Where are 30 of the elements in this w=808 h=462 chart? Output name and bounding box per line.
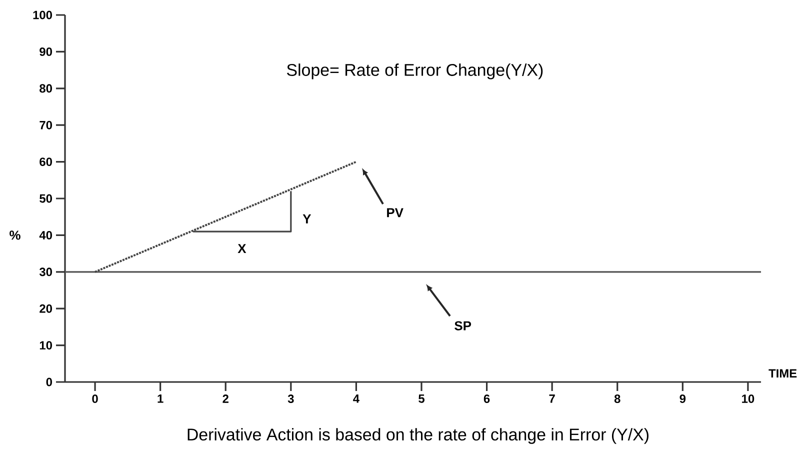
x-tick-label: 8	[614, 394, 620, 403]
x-tick-label: 3	[288, 394, 294, 404]
y-tick-label: 90	[40, 47, 52, 56]
annotation: Y	[302, 214, 312, 224]
x-tick-label: 10	[742, 394, 754, 403]
text: Slope= Rate of Error Change(Y/X)	[286, 64, 543, 80]
y-tick-label: 60	[40, 158, 52, 166]
y-tick-label: 100	[33, 10, 52, 20]
annotation: SP	[454, 321, 472, 330]
y-axis-title: %	[10, 230, 20, 240]
annotation: PV	[387, 208, 404, 218]
y-tick-label: 0	[46, 378, 52, 386]
y-tick-label: 80	[40, 84, 52, 93]
y-tick-label: 50	[40, 194, 52, 203]
x-axis-title: TIME	[768, 369, 797, 378]
x-tick-label: 0	[92, 394, 98, 403]
annotation: X	[238, 244, 246, 253]
x-tick-label: 4	[353, 394, 360, 403]
y-tick-label: 20	[40, 304, 52, 313]
x-tick-label: 2	[222, 394, 228, 403]
x-tick-label: 9	[680, 394, 686, 403]
x-tick-label: 5	[418, 394, 424, 403]
y-tick-label: 30	[39, 268, 52, 276]
y-tick-label: 70	[40, 120, 52, 130]
x-tick-label: 7	[549, 394, 555, 403]
x-tick-label: 1	[158, 394, 164, 403]
text: Derivative Action is based on the rate of change in Error (Y/X)	[188, 428, 648, 444]
x-tick-label: 6	[484, 394, 490, 403]
y-tick-label: 40	[39, 230, 52, 240]
y-tick-label: 10	[40, 341, 52, 350]
